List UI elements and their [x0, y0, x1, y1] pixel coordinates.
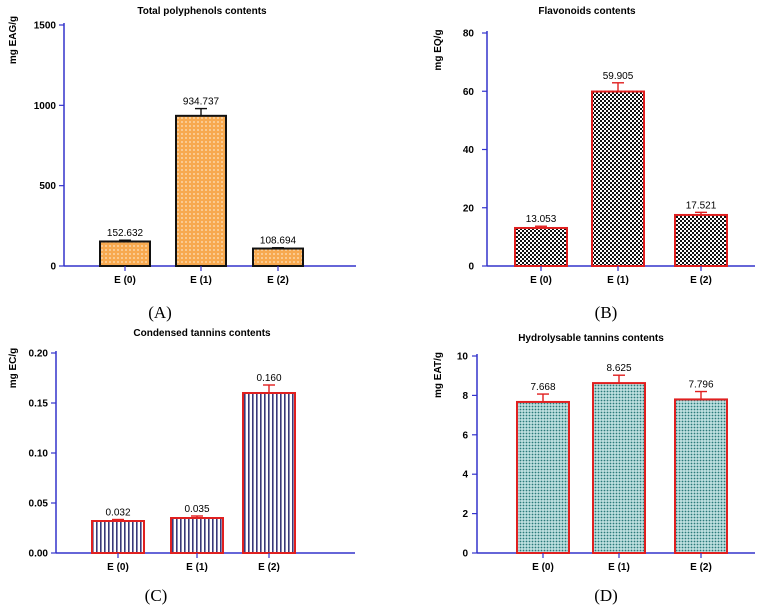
bar [591, 90, 645, 267]
x-tick-label: E (2) [258, 562, 280, 573]
chart-flavonoids: Flavonoids contents mg EQ/g (B) 0 20 40 60 8… [433, 6, 755, 322]
bar [175, 114, 227, 267]
y-axis-label: mg EC/g [8, 348, 19, 389]
y-tick-label: 0.20 [29, 349, 49, 360]
bar [99, 240, 151, 268]
y-tick-label: 20 [463, 203, 475, 214]
data-label: 7.668 [530, 382, 555, 393]
y-tick-label: 0.00 [29, 549, 49, 560]
chart-hydrolysable-tannins: Hydrolysable tannins contents mg EAT/g (… [433, 333, 755, 605]
y-tick-label: 80 [463, 29, 475, 40]
y-axis-label: mg EQ/g [433, 29, 444, 70]
chart-title: Total polyphenols contents [137, 6, 267, 17]
y-tick-label: 6 [462, 430, 468, 441]
y-tick-label: 10 [457, 352, 469, 363]
data-label: 108.694 [260, 236, 297, 247]
bar [516, 400, 570, 554]
data-label: 934.737 [183, 97, 220, 108]
x-tick-label: E (2) [690, 275, 712, 286]
chart-title: Flavonoids contents [538, 6, 636, 17]
x-tick-label: E (0) [107, 562, 129, 573]
data-label: 0.035 [184, 504, 209, 515]
x-tick-label: E (1) [608, 562, 630, 573]
x-tick-label: E (2) [267, 275, 289, 286]
data-label: 0.160 [256, 373, 281, 384]
chart-condensed-tannins: Condensed tannins contents mg EC/g (C) 0… [8, 328, 355, 605]
bar [252, 247, 304, 268]
panel-label: (D) [594, 586, 618, 605]
bar [674, 213, 728, 268]
data-label: 59.905 [603, 71, 634, 82]
y-tick-label: 0.15 [29, 399, 49, 410]
y-tick-label: 1500 [34, 21, 57, 32]
panel-label: (C) [145, 586, 168, 605]
bar [592, 382, 646, 554]
y-tick-label: 60 [463, 87, 475, 98]
y-axis-label: mg EAG/g [8, 16, 19, 64]
y-tick-label: 500 [39, 181, 56, 192]
x-tick-label: E (0) [530, 275, 552, 286]
bar [514, 226, 568, 267]
y-tick-label: 2 [462, 509, 468, 520]
y-tick-label: 4 [462, 470, 468, 481]
y-tick-label: 0 [468, 262, 474, 273]
data-label: 8.625 [606, 363, 631, 374]
chart-title: Condensed tannins contents [133, 328, 271, 339]
y-tick-label: 0 [50, 262, 56, 273]
bar [242, 392, 296, 554]
data-label: 17.521 [686, 200, 717, 211]
bar [674, 398, 728, 554]
data-label: 0.032 [105, 508, 130, 519]
x-tick-label: E (0) [114, 275, 136, 286]
x-tick-label: E (1) [190, 275, 212, 286]
x-tick-label: E (1) [607, 275, 629, 286]
bar [91, 520, 145, 554]
data-label: 13.053 [526, 214, 557, 225]
chart-total-polyphenols: Total polyphenols contents mg EAG/g (A) … [8, 6, 356, 322]
y-tick-label: 8 [462, 391, 468, 402]
y-axis-label: mg EAT/g [433, 352, 444, 398]
y-tick-label: 1000 [34, 101, 57, 112]
data-label: 152.632 [107, 228, 144, 239]
y-tick-label: 0.05 [29, 499, 49, 510]
data-label: 7.796 [688, 380, 713, 391]
chart-title: Hydrolysable tannins contents [518, 333, 664, 344]
y-tick-label: 0 [462, 549, 468, 560]
y-tick-label: 40 [463, 145, 475, 156]
panel-label: (A) [148, 303, 172, 322]
x-tick-label: E (2) [690, 562, 712, 573]
x-tick-label: E (1) [186, 562, 208, 573]
x-tick-label: E (0) [532, 562, 554, 573]
bar [170, 517, 224, 554]
y-tick-label: 0.10 [29, 449, 49, 460]
panel-label: (B) [595, 303, 618, 322]
